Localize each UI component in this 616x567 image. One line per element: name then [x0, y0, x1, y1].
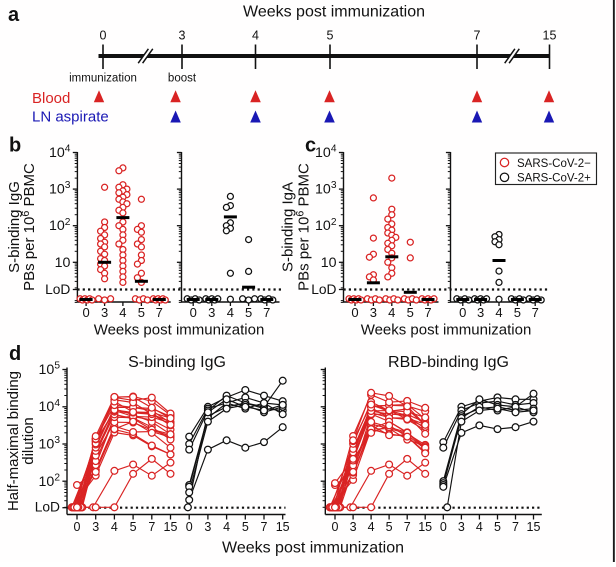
svg-text:3: 3	[350, 520, 357, 534]
svg-text:PBs per 106 PBMC: PBs per 106 PBMC	[20, 163, 38, 291]
svg-text:5: 5	[494, 520, 501, 534]
svg-text:15: 15	[164, 520, 178, 534]
svg-text:a: a	[8, 4, 20, 26]
svg-text:10: 10	[55, 255, 71, 271]
svg-text:5: 5	[245, 305, 252, 320]
svg-text:0: 0	[74, 520, 81, 534]
svg-text:SARS-CoV-2+: SARS-CoV-2+	[517, 173, 591, 185]
svg-text:4: 4	[368, 520, 375, 534]
svg-text:15: 15	[276, 520, 290, 534]
svg-text:5: 5	[407, 305, 414, 320]
svg-text:4: 4	[223, 520, 230, 534]
svg-text:7: 7	[512, 520, 519, 534]
svg-text:0: 0	[186, 520, 193, 534]
svg-text:4: 4	[495, 305, 502, 320]
svg-text:5: 5	[242, 520, 249, 534]
svg-text:b: b	[9, 135, 21, 157]
svg-text:10: 10	[321, 255, 337, 271]
svg-text:7: 7	[424, 305, 431, 320]
svg-text:4: 4	[252, 29, 259, 43]
svg-text:RBD-binding IgG: RBD-binding IgG	[388, 354, 509, 371]
svg-text:4: 4	[476, 520, 483, 534]
svg-text:3: 3	[101, 305, 108, 320]
svg-text:3: 3	[458, 520, 465, 534]
svg-text:S-binding IgA: S-binding IgA	[280, 182, 297, 272]
svg-text:PBs per 106 PBMC: PBs per 106 PBMC	[295, 163, 313, 291]
svg-text:0: 0	[82, 305, 89, 320]
svg-text:7: 7	[404, 520, 411, 534]
svg-text:7: 7	[261, 520, 268, 534]
svg-text:3: 3	[477, 305, 484, 320]
svg-text:5: 5	[514, 305, 521, 320]
svg-text:5: 5	[130, 520, 137, 534]
svg-text:7: 7	[263, 305, 270, 320]
svg-text:0: 0	[440, 520, 447, 534]
svg-text:Blood: Blood	[32, 90, 70, 107]
svg-text:LoD: LoD	[35, 500, 60, 515]
svg-text:S-binding IgG: S-binding IgG	[128, 354, 226, 371]
svg-text:7: 7	[156, 305, 163, 320]
svg-text:d: d	[9, 343, 21, 365]
svg-text:0: 0	[332, 520, 339, 534]
svg-text:SARS-CoV-2−: SARS-CoV-2−	[517, 158, 591, 170]
svg-text:5: 5	[138, 305, 145, 320]
svg-text:4: 4	[388, 305, 395, 320]
svg-text:Weeks post immunization: Weeks post immunization	[94, 322, 265, 339]
svg-text:0: 0	[190, 305, 197, 320]
svg-text:Half-maximal binding: Half-maximal binding	[5, 371, 22, 511]
svg-text:15: 15	[543, 29, 557, 43]
svg-text:3: 3	[179, 29, 186, 43]
svg-text:dilution: dilution	[20, 417, 37, 465]
svg-text:0: 0	[100, 29, 107, 43]
svg-text:Weeks post immunization: Weeks post immunization	[222, 540, 404, 557]
svg-text:7: 7	[474, 29, 481, 43]
svg-text:7: 7	[532, 305, 539, 320]
svg-text:4: 4	[227, 305, 234, 320]
svg-text:4: 4	[119, 305, 126, 320]
svg-text:Weeks post immunization: Weeks post immunization	[361, 322, 532, 339]
svg-text:15: 15	[418, 520, 432, 534]
svg-text:immunization: immunization	[69, 73, 137, 85]
svg-text:boost: boost	[168, 73, 197, 85]
svg-text:15: 15	[527, 520, 541, 534]
svg-text:3: 3	[92, 520, 99, 534]
svg-text:4: 4	[111, 520, 118, 534]
svg-text:LoD: LoD	[311, 282, 336, 297]
svg-text:S-binding IgG: S-binding IgG	[6, 181, 23, 273]
svg-text:7: 7	[148, 520, 155, 534]
svg-text:5: 5	[327, 29, 334, 43]
svg-text:0: 0	[351, 305, 358, 320]
svg-text:c: c	[305, 135, 316, 157]
svg-text:3: 3	[204, 520, 211, 534]
svg-text:3: 3	[370, 305, 377, 320]
svg-text:0: 0	[459, 305, 466, 320]
svg-text:LoD: LoD	[45, 282, 70, 297]
svg-text:3: 3	[208, 305, 215, 320]
svg-text:LN aspirate: LN aspirate	[32, 109, 109, 126]
svg-text:5: 5	[386, 520, 393, 534]
svg-text:Weeks post immunization: Weeks post immunization	[243, 4, 425, 21]
